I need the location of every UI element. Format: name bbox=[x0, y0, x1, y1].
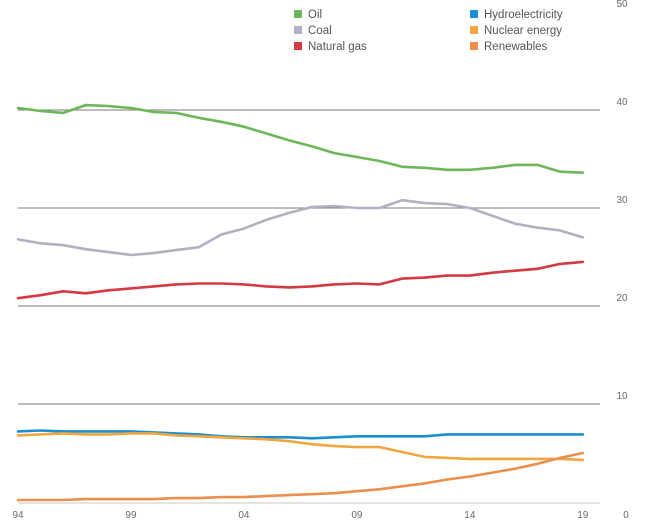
legend-swatch-oil bbox=[294, 10, 302, 18]
series-layer bbox=[16, 103, 585, 502]
legend-swatch-hydroelectricity bbox=[470, 10, 478, 18]
x-tick-label: 09 bbox=[351, 510, 363, 521]
legend: Oil Coal Natural gas Hydroelectricity Nuclea… bbox=[294, 9, 563, 53]
legend-label-hydroelectricity: Hydroelectricity bbox=[484, 9, 563, 21]
legend-swatch-nuclear-energy bbox=[470, 26, 478, 34]
y-tick-label: 50 bbox=[616, 0, 628, 10]
y-tick-label: 30 bbox=[616, 195, 628, 206]
y-axis-ticks: 0 10 20 30 40 50 bbox=[616, 0, 629, 521]
x-tick-label: 19 bbox=[577, 510, 589, 521]
x-tick-label: 94 bbox=[12, 510, 24, 521]
series-line-oil bbox=[16, 103, 585, 174]
legend-label-natural-gas: Natural gas bbox=[308, 41, 367, 53]
legend-label-coal: Coal bbox=[308, 25, 332, 37]
legend-swatch-natural-gas bbox=[294, 42, 302, 50]
legend-label-renewables: Renewables bbox=[484, 41, 548, 53]
x-tick-label: 04 bbox=[238, 510, 250, 521]
y-tick-label: 20 bbox=[616, 293, 628, 304]
legend-swatch-coal bbox=[294, 26, 302, 34]
y-tick-label: 0 bbox=[623, 510, 629, 521]
series-line-nuclear-energy bbox=[16, 432, 585, 462]
series-line-hydroelectricity bbox=[16, 429, 585, 440]
series-line-renewables bbox=[16, 451, 585, 502]
x-tick-label: 99 bbox=[125, 510, 137, 521]
series-line-coal bbox=[16, 198, 585, 257]
legend-label-oil: Oil bbox=[308, 9, 322, 21]
x-axis-ticks: 94 99 04 09 14 19 bbox=[12, 510, 588, 521]
y-tick-label: 10 bbox=[616, 391, 628, 402]
y-tick-label: 40 bbox=[616, 97, 628, 108]
series-line-natural-gas bbox=[16, 260, 585, 300]
legend-swatch-renewables bbox=[470, 42, 478, 50]
x-tick-label: 14 bbox=[464, 510, 476, 521]
legend-label-nuclear-energy: Nuclear energy bbox=[484, 25, 562, 37]
